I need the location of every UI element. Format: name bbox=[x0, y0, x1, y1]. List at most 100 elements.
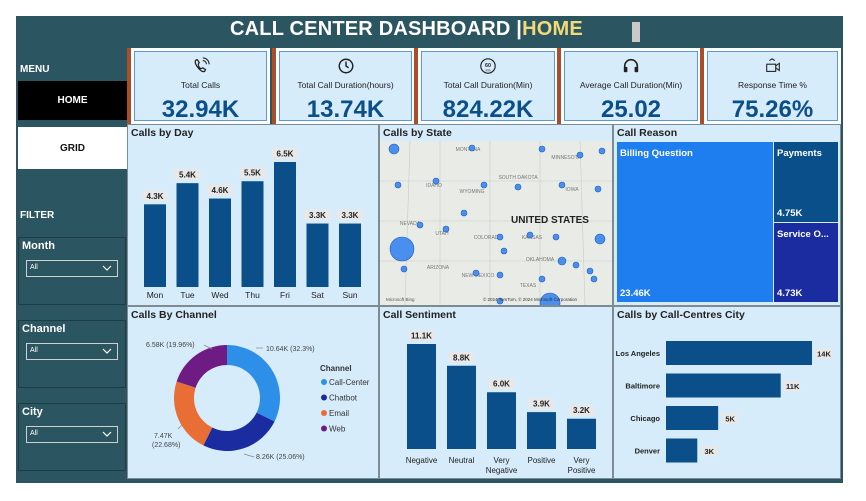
donut-slice[interactable] bbox=[227, 345, 280, 422]
map-bubble[interactable] bbox=[552, 233, 560, 241]
data-label-bg bbox=[304, 209, 331, 221]
state-label: NEVADA bbox=[400, 221, 421, 227]
x-tick-label: Sat bbox=[311, 290, 324, 300]
sentiment-bar[interactable] bbox=[487, 392, 516, 449]
grid-button[interactable]: GRID bbox=[18, 127, 127, 169]
us-map[interactable]: MONTANA MINNESOTA IDAHO WYOMING SOUTH DAKOTA… bbox=[380, 141, 612, 305]
city-dropdown[interactable]: All bbox=[26, 426, 118, 443]
kpi-value: 75.26% bbox=[731, 96, 814, 123]
map-bubble[interactable] bbox=[389, 236, 415, 262]
map-bubble[interactable] bbox=[500, 247, 508, 255]
donut-slice[interactable] bbox=[176, 345, 227, 388]
calls-by-state-panel: Calls by State MONTANA MINNESOTA IDAHO WYOM… bbox=[379, 124, 613, 306]
calls-by-channel-panel: Calls By Channel 10.64K (32.3%) 8.26K (25… bbox=[127, 306, 379, 479]
map-bubble[interactable] bbox=[472, 269, 480, 277]
data-label-bg bbox=[722, 413, 739, 424]
map-bubble[interactable] bbox=[442, 225, 450, 233]
map-bubble[interactable] bbox=[496, 271, 504, 279]
map-bubble[interactable] bbox=[388, 143, 400, 155]
map-bubble[interactable] bbox=[539, 292, 561, 305]
data-label: 6.5K bbox=[277, 150, 294, 159]
donut-slice[interactable] bbox=[174, 381, 213, 446]
map-bubble[interactable] bbox=[432, 177, 440, 185]
day-bar[interactable] bbox=[241, 181, 264, 287]
data-label: 5.4K bbox=[179, 171, 196, 180]
leader-line bbox=[243, 453, 255, 458]
legend-label[interactable]: Chatbot bbox=[329, 394, 358, 403]
data-label: 5K bbox=[725, 415, 735, 424]
legend-label[interactable]: Call-Center bbox=[329, 378, 370, 387]
state-label: TEXAS bbox=[520, 283, 537, 289]
day-bar[interactable] bbox=[339, 223, 361, 287]
chevron-down-icon bbox=[102, 348, 112, 354]
day-bar[interactable] bbox=[176, 183, 199, 287]
kpi-average-duration: Average Call Duration(Min) 25.02 bbox=[557, 48, 701, 124]
treemap-tile-value: 4.73K bbox=[777, 288, 803, 299]
map-bubble[interactable] bbox=[416, 221, 424, 229]
treemap-tile-value: 4.75K bbox=[777, 208, 803, 219]
phone-icon bbox=[194, 57, 210, 73]
city-bar[interactable] bbox=[666, 341, 812, 365]
day-bar[interactable] bbox=[144, 204, 166, 287]
day-bar[interactable] bbox=[306, 223, 329, 287]
map-bubble[interactable] bbox=[594, 185, 602, 193]
treemap-tile-service[interactable]: Service O... 4.73K bbox=[774, 223, 838, 302]
kpi-total-calls: Total Calls 32.94K bbox=[127, 48, 270, 124]
chevron-down-icon bbox=[102, 265, 112, 271]
city-bar[interactable] bbox=[666, 373, 781, 398]
map-bubble[interactable] bbox=[576, 151, 584, 159]
map-bubble[interactable] bbox=[538, 275, 546, 283]
map-bubble[interactable] bbox=[496, 297, 504, 305]
state-label: MONTANA bbox=[456, 147, 481, 153]
headset-icon bbox=[623, 58, 639, 73]
map-bubble[interactable] bbox=[557, 256, 567, 266]
data-label-bg bbox=[409, 330, 434, 341]
map-bubble[interactable] bbox=[400, 265, 408, 273]
map-bubble[interactable] bbox=[586, 267, 594, 275]
menu-label: MENU bbox=[20, 64, 50, 75]
map-bubble[interactable] bbox=[460, 209, 468, 217]
data-label: 4.6K bbox=[212, 186, 229, 195]
map-bubble[interactable] bbox=[538, 145, 546, 153]
sentiment-bar[interactable] bbox=[407, 344, 436, 449]
day-bar[interactable] bbox=[274, 162, 296, 287]
month-dropdown[interactable]: All bbox=[26, 260, 118, 277]
map-bubble[interactable] bbox=[590, 275, 598, 283]
city-bar[interactable] bbox=[666, 438, 698, 463]
home-button[interactable]: HOME bbox=[18, 81, 127, 120]
day-bar[interactable] bbox=[209, 198, 231, 287]
legend-label[interactable]: Email bbox=[329, 409, 349, 418]
x-tick-label: Sun bbox=[342, 290, 357, 300]
sentiment-bar[interactable] bbox=[527, 412, 556, 449]
calls-by-city-panel: Calls by Call-Centres City Los Angeles 14… bbox=[613, 306, 841, 479]
legend-label[interactable]: Web bbox=[329, 425, 346, 434]
donut-slice[interactable] bbox=[203, 412, 275, 451]
map-bubble[interactable] bbox=[598, 147, 606, 155]
kpi-value: 13.74K bbox=[306, 96, 385, 123]
map-bubble[interactable] bbox=[594, 233, 606, 245]
treemap-tile-payments[interactable]: Payments 4.75K bbox=[774, 142, 838, 222]
data-label-bg bbox=[784, 380, 801, 392]
treemap-tile-billing[interactable]: Billing Question 23.46K bbox=[617, 142, 773, 302]
map-bubble[interactable] bbox=[468, 144, 476, 152]
sentiment-bar[interactable] bbox=[447, 365, 476, 449]
data-label: 3.3K bbox=[342, 211, 359, 220]
city-bar[interactable] bbox=[666, 406, 719, 430]
sentiment-bar[interactable] bbox=[567, 418, 596, 449]
month-slicer-label: Month bbox=[22, 240, 55, 252]
map-bubble[interactable] bbox=[558, 181, 566, 189]
map-bubble[interactable] bbox=[526, 231, 534, 239]
month-slicer: Month All bbox=[18, 237, 126, 305]
x-tick-label: Neutral bbox=[449, 456, 475, 465]
channel-dropdown[interactable]: All bbox=[26, 343, 118, 360]
svg-text:60: 60 bbox=[485, 63, 491, 69]
legend-marker bbox=[321, 410, 327, 416]
state-label: KANSAS bbox=[522, 235, 543, 241]
data-label-bg bbox=[569, 404, 594, 416]
page-title: CALL CENTER DASHBOARD |HOME bbox=[230, 18, 650, 48]
map-bubble[interactable] bbox=[514, 183, 522, 191]
map-bubble[interactable] bbox=[480, 181, 488, 189]
map-bubble[interactable] bbox=[394, 181, 402, 189]
map-bubble[interactable] bbox=[572, 261, 580, 269]
map-bubble[interactable] bbox=[496, 233, 504, 241]
